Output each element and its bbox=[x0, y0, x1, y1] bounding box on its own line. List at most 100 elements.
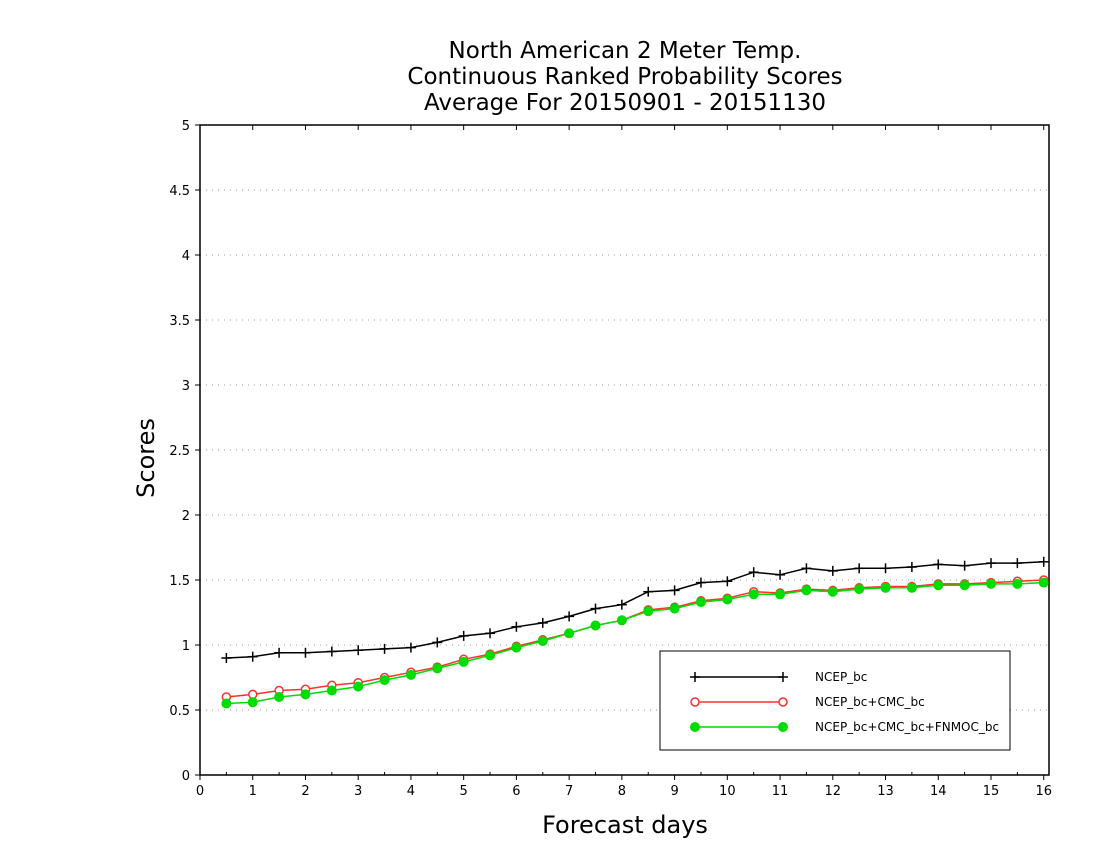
chart-title-line-1: North American 2 Meter Temp. bbox=[449, 38, 802, 64]
y-axis-title: Scores bbox=[132, 418, 160, 498]
y-tick-label: 0 bbox=[182, 769, 190, 784]
x-tick-label: 2 bbox=[301, 784, 309, 799]
x-tick-label: 1 bbox=[249, 784, 257, 799]
chart-title-line-2: Continuous Ranked Probability Scores bbox=[407, 64, 842, 90]
data-point bbox=[405, 642, 416, 653]
x-tick-label: 7 bbox=[565, 784, 573, 799]
x-tick-label: 11 bbox=[772, 784, 789, 799]
data-point bbox=[748, 567, 759, 578]
data-point bbox=[353, 681, 364, 692]
y-tick-label: 4 bbox=[182, 249, 190, 264]
data-point bbox=[247, 651, 258, 662]
data-point bbox=[379, 675, 390, 686]
data-point bbox=[353, 645, 364, 656]
data-point bbox=[511, 621, 522, 632]
data-point bbox=[1038, 577, 1049, 588]
legend-marker-start bbox=[690, 697, 700, 707]
x-tick-label: 9 bbox=[670, 784, 678, 799]
data-point bbox=[247, 697, 258, 708]
data-point bbox=[854, 563, 865, 574]
legend-marker-start bbox=[690, 672, 700, 682]
chart-title-line-3: Average For 20150901 - 20151130 bbox=[424, 90, 826, 116]
y-tick-label: 5 bbox=[182, 119, 190, 134]
data-point bbox=[695, 597, 706, 608]
x-axis: 0 1 2 3 4 5 6 7 8 9 10 11 12 13 14 15 16 bbox=[196, 125, 1052, 799]
legend-item-1: NCEP_bc+CMC_bc bbox=[690, 695, 925, 709]
data-point bbox=[221, 653, 232, 663]
legend-label: NCEP_bc+CMC_bc+FNMOC_bc bbox=[815, 720, 999, 734]
legend-marker-end bbox=[778, 697, 788, 707]
x-tick-label: 14 bbox=[930, 784, 947, 799]
data-point bbox=[485, 650, 496, 661]
data-point bbox=[959, 560, 970, 571]
data-point bbox=[695, 577, 706, 588]
data-point bbox=[880, 582, 891, 593]
data-point bbox=[616, 599, 627, 610]
data-point bbox=[722, 594, 733, 605]
data-point bbox=[827, 586, 838, 597]
data-point bbox=[300, 689, 311, 700]
data-point bbox=[643, 606, 654, 617]
x-tick-label: 12 bbox=[825, 784, 842, 799]
y-tick-label: 3.5 bbox=[169, 314, 190, 329]
data-point bbox=[906, 582, 917, 593]
data-point bbox=[643, 586, 654, 597]
data-point bbox=[274, 692, 285, 702]
legend-label: NCEP_bc+CMC_bc bbox=[815, 695, 925, 709]
data-point bbox=[537, 636, 548, 647]
data-point bbox=[616, 615, 627, 626]
legend-label: NCEP_bc bbox=[815, 670, 867, 684]
series-0 bbox=[221, 556, 1049, 663]
data-point bbox=[379, 643, 390, 654]
legend-marker-start bbox=[690, 722, 700, 732]
x-tick-label: 5 bbox=[460, 784, 468, 799]
data-point bbox=[326, 685, 337, 696]
y-tick-label: 3 bbox=[182, 379, 190, 394]
gridlines bbox=[200, 189, 1049, 711]
y-axis: 0 0.5 1 1.5 2 2.5 3 3.5 4 4.5 5 bbox=[169, 119, 200, 784]
legend-item-0: NCEP_bc bbox=[690, 670, 867, 684]
y-tick-label: 0.5 bbox=[169, 704, 190, 719]
x-tick-label: 6 bbox=[512, 784, 520, 799]
data-point bbox=[590, 603, 601, 614]
x-tick-label: 3 bbox=[354, 784, 362, 799]
legend-box bbox=[659, 650, 1011, 751]
data-point bbox=[959, 580, 970, 591]
data-point bbox=[985, 578, 996, 589]
data-point bbox=[458, 630, 469, 641]
data-point bbox=[748, 589, 759, 600]
data-point bbox=[933, 580, 944, 591]
data-point bbox=[300, 647, 311, 658]
x-tick-label: 15 bbox=[983, 784, 1000, 799]
data-point bbox=[775, 589, 786, 600]
y-tick-label: 2.5 bbox=[169, 444, 190, 459]
data-point bbox=[1038, 556, 1049, 567]
data-point bbox=[432, 663, 443, 674]
data-point bbox=[511, 642, 522, 653]
x-tick-label: 10 bbox=[719, 784, 736, 799]
data-point bbox=[326, 646, 337, 657]
data-point bbox=[485, 628, 496, 639]
legend-marker-end bbox=[778, 672, 788, 682]
data-series bbox=[221, 556, 1049, 709]
data-point bbox=[405, 669, 416, 680]
y-tick-label: 2 bbox=[182, 509, 190, 524]
data-point bbox=[1012, 558, 1023, 569]
y-tick-label: 1 bbox=[182, 639, 190, 654]
x-tick-label: 0 bbox=[196, 784, 204, 799]
data-point bbox=[221, 698, 232, 709]
x-axis-title: Forecast days bbox=[542, 811, 708, 839]
data-point bbox=[933, 559, 944, 570]
data-point bbox=[669, 585, 680, 596]
y-tick-label: 1.5 bbox=[169, 574, 190, 589]
data-point bbox=[801, 563, 812, 574]
data-point bbox=[827, 565, 838, 576]
data-point bbox=[458, 656, 469, 667]
data-point bbox=[854, 584, 865, 595]
legend: NCEP_bc NCEP_bc+CMC_bc NCEP_bc+CMC_bc+FNMO… bbox=[659, 650, 1011, 751]
x-tick-label: 8 bbox=[618, 784, 626, 799]
y-tick-label: 4.5 bbox=[169, 184, 190, 199]
data-point bbox=[722, 576, 733, 587]
data-point bbox=[564, 628, 575, 639]
